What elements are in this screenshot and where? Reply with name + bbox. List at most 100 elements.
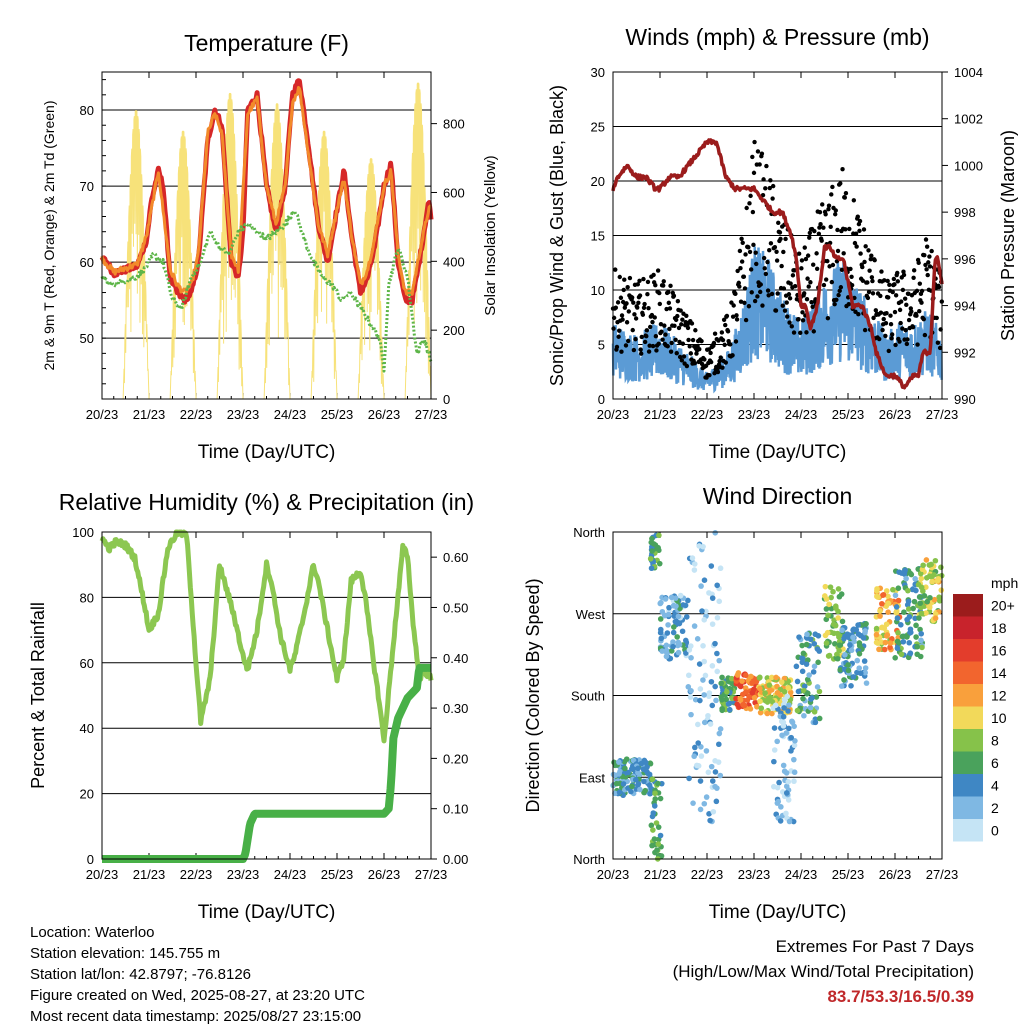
direction-point xyxy=(907,630,913,636)
gust-point xyxy=(665,344,670,349)
station-location: Location: Waterloo xyxy=(30,924,155,941)
direction-point xyxy=(895,585,902,592)
gust-point xyxy=(684,313,689,319)
gust-point xyxy=(808,280,813,285)
gust-point xyxy=(781,249,786,255)
gust-point xyxy=(616,334,621,339)
gust-point xyxy=(811,329,816,334)
direction-point xyxy=(656,532,662,539)
direction-point xyxy=(776,779,782,786)
direction-point xyxy=(642,787,649,794)
gust-point xyxy=(809,299,814,305)
direction-point xyxy=(757,698,763,705)
gust-point xyxy=(755,149,761,154)
gust-point xyxy=(858,251,863,256)
x-tick-label: 24/23 xyxy=(785,867,818,882)
gust-point xyxy=(784,300,789,305)
gust-point xyxy=(865,280,870,285)
colorbar-label: 18 xyxy=(991,620,1007,636)
direction-point xyxy=(905,598,912,605)
gust-point xyxy=(810,304,815,309)
gust-point xyxy=(843,190,849,196)
gust-point xyxy=(721,317,727,323)
colorbar-swatch xyxy=(953,729,983,752)
gust-point xyxy=(619,349,624,354)
plot-frame xyxy=(612,531,943,860)
direction-point xyxy=(783,730,790,736)
gust-point xyxy=(760,192,766,198)
direction-point xyxy=(641,757,648,764)
gust-point xyxy=(690,337,696,343)
direction-point xyxy=(671,603,677,609)
gust-point xyxy=(733,291,738,297)
gust-point xyxy=(654,348,659,353)
direction-point xyxy=(670,629,677,636)
gust-point xyxy=(804,330,809,335)
direction-point xyxy=(700,677,706,683)
x-tick-label: 21/23 xyxy=(644,407,677,422)
direction-point xyxy=(808,696,814,702)
direction-point xyxy=(885,609,891,615)
gust-point xyxy=(820,202,825,207)
colorbar-unit: mph xyxy=(991,575,1018,591)
gust-point xyxy=(759,151,765,156)
gust-point xyxy=(686,337,691,343)
gust-point xyxy=(777,230,783,235)
direction-point xyxy=(913,587,919,594)
x-tick-label: 21/23 xyxy=(644,867,677,882)
y2-tick-label: 0.60 xyxy=(443,550,468,565)
series-line-pressure xyxy=(611,138,944,390)
gust-point xyxy=(645,292,650,297)
colorbar-swatch xyxy=(953,796,983,819)
gust-point xyxy=(791,330,797,335)
gust-point xyxy=(650,343,656,349)
gust-point xyxy=(835,248,841,254)
direction-point xyxy=(663,649,670,656)
gust-point xyxy=(712,331,718,336)
series-line-dewpoint xyxy=(100,209,433,373)
gust-point xyxy=(901,269,906,274)
direction-point xyxy=(932,557,939,564)
direction-point xyxy=(887,640,894,646)
direction-point xyxy=(873,631,880,638)
gust-point xyxy=(632,312,637,317)
direction-point xyxy=(894,645,901,652)
direction-point xyxy=(635,769,641,776)
gust-point xyxy=(645,279,651,285)
gust-point xyxy=(642,301,647,307)
direction-point xyxy=(803,661,810,667)
direction-point xyxy=(645,770,651,777)
gust-point xyxy=(660,337,665,342)
x-tick-label: 27/23 xyxy=(926,407,959,422)
y-axis-label: 2m & 9m T (Red, Orange) & 2m Td (Green) xyxy=(41,101,57,371)
direction-point xyxy=(716,657,723,664)
direction-point xyxy=(905,606,912,612)
gust-point xyxy=(796,316,801,322)
y-tick-label: 15 xyxy=(591,229,605,244)
direction-point xyxy=(700,642,706,649)
gust-point xyxy=(830,184,835,190)
direction-point xyxy=(927,594,933,601)
x-tick-label: 27/23 xyxy=(926,867,959,882)
direction-point xyxy=(862,669,868,676)
direction-point xyxy=(694,636,701,642)
direction-point xyxy=(824,629,831,636)
direction-point xyxy=(650,827,656,833)
direction-point xyxy=(883,588,890,594)
direction-point xyxy=(877,608,883,614)
y2-axis-label: Solar Insolation (Yellow) xyxy=(482,155,499,315)
colorbar-label: 4 xyxy=(991,777,999,793)
gust-point xyxy=(763,186,768,191)
gust-point xyxy=(890,289,895,295)
direction-point xyxy=(838,683,845,689)
gust-point xyxy=(821,282,827,288)
gust-point xyxy=(924,267,929,272)
gust-point xyxy=(749,290,754,295)
y-tick-label: 100 xyxy=(72,525,94,540)
direction-point xyxy=(775,798,782,805)
x-tick-label: 20/23 xyxy=(86,407,119,422)
gust-point xyxy=(747,201,752,206)
gust-point xyxy=(741,274,747,279)
gust-point xyxy=(902,296,908,301)
recent-timestamp: Most recent data timestamp: 2025/08/27 2… xyxy=(30,1008,362,1025)
